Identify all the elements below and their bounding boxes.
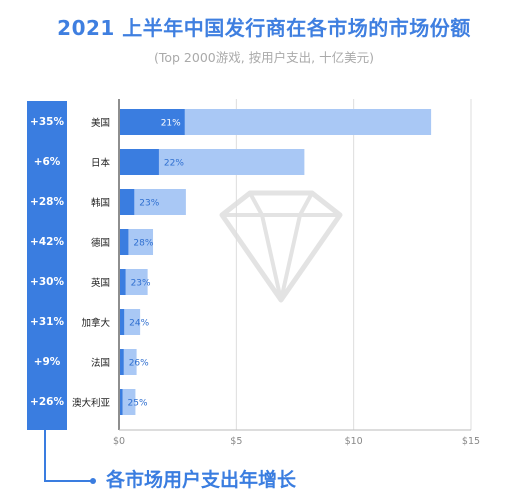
growth-label: +6% xyxy=(33,156,61,168)
country-label: 澳大利亚 xyxy=(71,398,110,409)
bar-total xyxy=(120,349,137,375)
bar-china xyxy=(120,189,135,215)
growth-label: +31% xyxy=(30,316,64,328)
x-tick-label: $15 xyxy=(462,436,480,447)
growth-label: +30% xyxy=(30,276,64,288)
x-tick-label: $5 xyxy=(230,436,242,447)
chart-title: 2021 上半年中国发行商在各市场的市场份额 xyxy=(57,16,471,40)
growth-strip: +35% +6% +28% +42% +30% +31% +9% +26% xyxy=(27,101,67,430)
country-label: 韩国 xyxy=(90,198,110,209)
country-label: 日本 xyxy=(90,158,110,169)
share-label: 23% xyxy=(131,279,151,289)
footer-connector-horizontal xyxy=(44,480,92,482)
country-label: 加拿大 xyxy=(81,318,110,329)
country-label: 英国 xyxy=(90,278,110,289)
bar-china xyxy=(120,389,123,415)
bar-china xyxy=(120,149,159,175)
bar-china xyxy=(120,229,129,255)
share-label: 21% xyxy=(161,119,181,129)
bar-china xyxy=(120,309,125,335)
share-label: 28% xyxy=(133,239,153,249)
growth-label: +42% xyxy=(30,236,64,248)
share-label: 22% xyxy=(164,159,184,169)
bar-china xyxy=(120,349,124,375)
country-label: 美国 xyxy=(90,118,110,129)
watermark-diamond-facets xyxy=(248,192,314,301)
growth-label: +35% xyxy=(30,116,64,128)
growth-label: +26% xyxy=(30,396,64,408)
share-label: 26% xyxy=(129,359,149,369)
share-label: 24% xyxy=(129,319,149,329)
x-tick-label: $10 xyxy=(345,436,363,447)
x-tick-label: $0 xyxy=(113,436,125,447)
country-label: 德国 xyxy=(90,238,110,249)
share-label: 23% xyxy=(139,199,159,209)
bar-total xyxy=(120,309,141,335)
bar-total xyxy=(120,389,136,415)
footer-dot xyxy=(90,478,96,484)
bar-china xyxy=(120,109,185,135)
share-label: 25% xyxy=(128,399,148,409)
chart-subtitle: (Top 2000游戏, 按用户支出, 十亿美元) xyxy=(153,50,375,65)
footer-connector-vertical xyxy=(44,430,46,482)
footer-caption: 各市场用户支出年增长 xyxy=(106,469,297,491)
growth-label: +28% xyxy=(30,196,64,208)
watermark-diamond-icon xyxy=(219,190,343,303)
bar-china xyxy=(120,269,126,295)
country-label: 法国 xyxy=(90,358,110,369)
growth-label: +9% xyxy=(33,356,61,368)
